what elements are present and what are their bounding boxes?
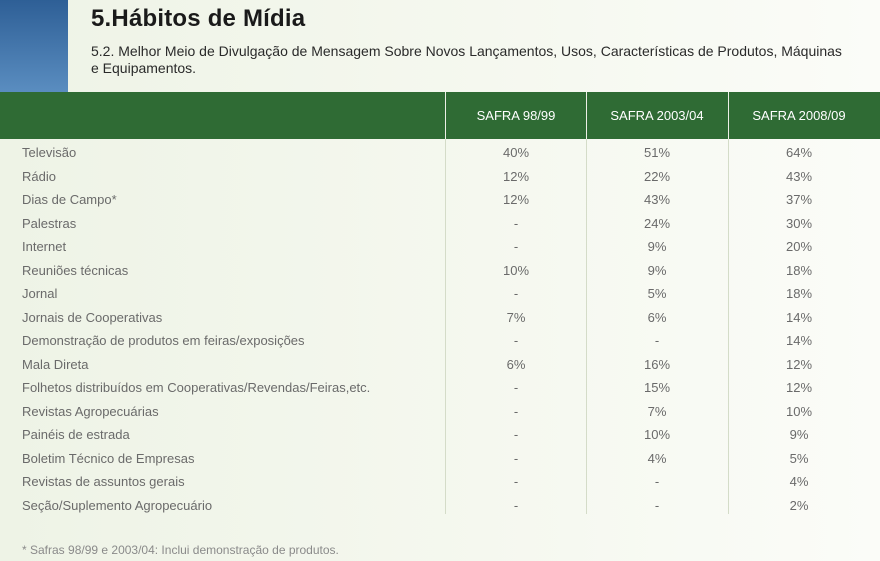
value-safra-200304: 24% bbox=[643, 215, 671, 231]
value-safra-9899: - bbox=[513, 427, 519, 442]
table-row: Internet - 9% 20% bbox=[0, 235, 880, 259]
value-safra-200304: 15% bbox=[643, 380, 671, 395]
column-header-safra-200304: SAFRA 2003/04 bbox=[610, 108, 704, 123]
row-label: Mala Direta bbox=[22, 356, 89, 372]
table-row: Mala Direta 6% 16% 12% bbox=[0, 353, 880, 377]
table-row: Televisão 40% 51% 64% bbox=[0, 141, 880, 165]
table-row: Painéis de estrada - 10% 9% bbox=[0, 423, 880, 447]
value-safra-200304: - bbox=[654, 497, 660, 513]
value-safra-200304: 6% bbox=[647, 309, 667, 325]
value-safra-9899: 40% bbox=[502, 145, 530, 160]
value-safra-200304: - bbox=[654, 333, 660, 348]
value-safra-200304: 9% bbox=[647, 262, 667, 278]
row-label: Internet bbox=[22, 239, 67, 254]
column-header-safra-9899: SAFRA 98/99 bbox=[476, 108, 556, 123]
column-divider bbox=[728, 92, 729, 514]
column-divider bbox=[445, 92, 446, 514]
value-safra-200809: 12% bbox=[785, 380, 813, 395]
value-safra-200809: 2% bbox=[789, 497, 809, 513]
value-safra-9899: 12% bbox=[502, 168, 530, 184]
value-safra-9899: - bbox=[513, 380, 519, 395]
value-safra-200809: 18% bbox=[785, 262, 813, 278]
row-label: Painéis de estrada bbox=[22, 427, 130, 442]
value-safra-9899: - bbox=[513, 403, 519, 419]
value-safra-200304: 10% bbox=[643, 427, 671, 442]
value-safra-9899: - bbox=[513, 474, 519, 489]
value-safra-9899: 10% bbox=[502, 262, 530, 278]
value-safra-200304: 5% bbox=[647, 286, 667, 301]
value-safra-200809: 12% bbox=[785, 356, 813, 372]
blue-accent-bar bbox=[0, 0, 68, 92]
value-safra-200304: 43% bbox=[643, 192, 671, 207]
table-row: Dias de Campo* 12% 43% 37% bbox=[0, 188, 880, 212]
value-safra-9899: - bbox=[513, 215, 519, 231]
column-header-safra-200809: SAFRA 2008/09 bbox=[752, 108, 846, 123]
value-safra-200304: 7% bbox=[647, 403, 667, 419]
value-safra-9899: 7% bbox=[506, 309, 526, 325]
table-row: Revistas Agropecuárias - 7% 10% bbox=[0, 400, 880, 424]
row-label: Dias de Campo* bbox=[22, 192, 117, 207]
value-safra-200809: 14% bbox=[785, 309, 813, 325]
value-safra-200304: 22% bbox=[643, 168, 671, 184]
value-safra-200809: 5% bbox=[789, 450, 809, 466]
value-safra-200809: 14% bbox=[785, 333, 813, 348]
row-label: Televisão bbox=[22, 145, 77, 160]
value-safra-200809: 9% bbox=[789, 427, 809, 442]
value-safra-200304: - bbox=[654, 474, 660, 489]
value-safra-200809: 30% bbox=[785, 215, 813, 231]
value-safra-200304: 4% bbox=[647, 450, 667, 466]
value-safra-200304: 9% bbox=[647, 239, 667, 254]
row-label: Demonstração de produtos em feiras/expos… bbox=[22, 333, 305, 348]
table-row: Revistas de assuntos gerais - - 4% bbox=[0, 470, 880, 494]
header-divider bbox=[445, 92, 446, 139]
row-label: Rádio bbox=[22, 168, 56, 184]
row-label: Folhetos distribuídos em Cooperativas/Re… bbox=[22, 380, 371, 395]
row-label: Revistas de assuntos gerais bbox=[22, 474, 185, 489]
table-row: Seção/Suplemento Agropecuário - - 2% bbox=[0, 494, 880, 518]
row-label: Palestras bbox=[22, 215, 77, 231]
footnote: * Safras 98/99 e 2003/04: Inclui demonst… bbox=[22, 543, 339, 557]
value-safra-9899: 12% bbox=[502, 192, 530, 207]
page-title: 5.Hábitos de Mídia bbox=[91, 5, 306, 32]
value-safra-200809: 4% bbox=[789, 474, 809, 489]
header-divider bbox=[586, 92, 587, 139]
value-safra-200809: 64% bbox=[785, 145, 813, 160]
row-label: Reuniões técnicas bbox=[22, 262, 129, 278]
table-row: Rádio 12% 22% 43% bbox=[0, 165, 880, 189]
table-header bbox=[0, 92, 880, 139]
row-label: Jornais de Cooperativas bbox=[22, 309, 163, 325]
row-label: Jornal bbox=[22, 286, 58, 301]
column-divider bbox=[586, 92, 587, 514]
table-row: Boletim Técnico de Empresas - 4% 5% bbox=[0, 447, 880, 471]
value-safra-9899: - bbox=[513, 239, 519, 254]
table-row: Demonstração de produtos em feiras/expos… bbox=[0, 329, 880, 353]
value-safra-200809: 10% bbox=[785, 403, 813, 419]
value-safra-9899: 6% bbox=[506, 356, 526, 372]
page-subtitle: 5.2. Melhor Meio de Divulgação de Mensag… bbox=[91, 43, 842, 76]
value-safra-200809: 37% bbox=[785, 192, 813, 207]
row-label: Seção/Suplemento Agropecuário bbox=[22, 497, 213, 513]
table-row: Folhetos distribuídos em Cooperativas/Re… bbox=[0, 376, 880, 400]
value-safra-200809: 43% bbox=[785, 168, 813, 184]
table-row: Jornais de Cooperativas 7% 6% 14% bbox=[0, 306, 880, 330]
table-row: Reuniões técnicas 10% 9% 18% bbox=[0, 259, 880, 283]
value-safra-200809: 20% bbox=[785, 239, 813, 254]
row-label: Revistas Agropecuárias bbox=[22, 403, 159, 419]
row-label: Boletim Técnico de Empresas bbox=[22, 450, 195, 466]
value-safra-200809: 18% bbox=[785, 286, 813, 301]
value-safra-200304: 51% bbox=[643, 145, 671, 160]
table-row: Palestras - 24% 30% bbox=[0, 212, 880, 236]
value-safra-9899: - bbox=[513, 450, 519, 466]
value-safra-9899: - bbox=[513, 286, 519, 301]
value-safra-200304: 16% bbox=[643, 356, 671, 372]
value-safra-9899: - bbox=[513, 497, 519, 513]
header-divider bbox=[728, 92, 729, 139]
table-row: Jornal - 5% 18% bbox=[0, 282, 880, 306]
value-safra-9899: - bbox=[513, 333, 519, 348]
